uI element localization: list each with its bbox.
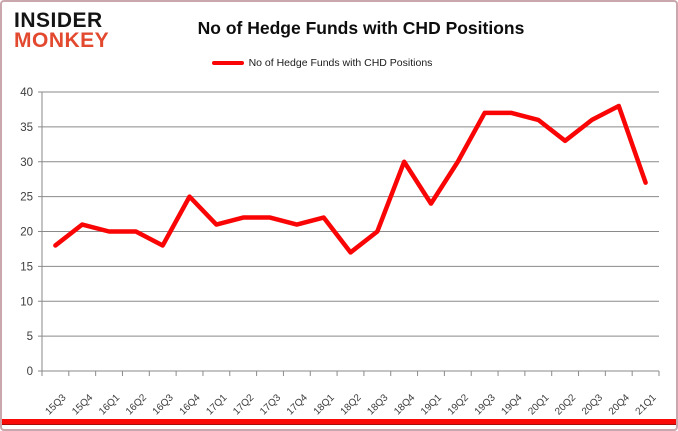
x-axis-tick-label: 17Q2 <box>231 392 256 417</box>
y-axis-tick-label: 15 <box>20 261 33 273</box>
logo-line-monkey: MONKEY <box>14 28 110 52</box>
x-axis-tick-label: 16Q2 <box>124 392 149 417</box>
y-axis-tick-label: 10 <box>20 296 33 308</box>
chart-title: No of Hedge Funds with CHD Positions <box>197 18 525 38</box>
bottom-red-bar <box>2 419 676 425</box>
x-axis-tick-label: 18Q3 <box>365 392 390 417</box>
x-axis-tick-label: 19Q3 <box>473 392 498 417</box>
x-axis-tick-label: 20Q3 <box>580 392 605 417</box>
x-axis-tick-label: 15Q3 <box>43 392 68 417</box>
x-axis-tick-label: 21Q1 <box>634 392 659 417</box>
y-axis-tick-label: 30 <box>20 157 33 169</box>
y-axis-tick-label: 20 <box>20 227 33 239</box>
x-axis-tick-label: 20Q4 <box>607 392 632 417</box>
x-axis-tick-label: 18Q1 <box>312 392 337 417</box>
x-axis-tick-label: 15Q4 <box>70 392 95 417</box>
x-axis-tick-label: 17Q3 <box>258 392 283 417</box>
x-axis-tick-label: 16Q3 <box>151 392 176 417</box>
x-axis-tick-label: 19Q4 <box>499 392 524 417</box>
x-axis-tick-label: 17Q4 <box>285 392 310 417</box>
logo-line-insider: INSIDER <box>14 9 103 32</box>
x-axis-tick-label: 18Q4 <box>392 392 417 417</box>
x-axis-tick-label: 20Q1 <box>526 392 551 417</box>
legend-label: No of Hedge Funds with CHD Positions <box>248 57 433 69</box>
x-axis-tick-label: 18Q2 <box>339 392 364 417</box>
y-axis-tick-label: 25 <box>20 192 33 204</box>
x-axis-tick-label: 17Q1 <box>204 392 229 417</box>
y-axis-tick-label: 40 <box>20 87 33 99</box>
x-axis-tick-label: 16Q4 <box>178 392 203 417</box>
insider-monkey-logo: INSIDER MONKEY <box>14 9 110 52</box>
x-axis-tick-label: 19Q1 <box>419 392 444 417</box>
y-axis-tick-label: 35 <box>20 122 33 134</box>
data-line-series <box>53 103 648 255</box>
y-axis-tick-label: 5 <box>27 331 33 343</box>
x-axis-tick-label: 20Q2 <box>553 392 578 417</box>
x-axis-tick-label: 16Q1 <box>97 392 122 417</box>
x-axis-tick-label: 19Q2 <box>446 392 471 417</box>
y-axis-tick-label: 0 <box>27 366 33 378</box>
legend-line-swatch <box>211 61 244 65</box>
legend: No of Hedge Funds with CHD Positions <box>2 57 642 69</box>
